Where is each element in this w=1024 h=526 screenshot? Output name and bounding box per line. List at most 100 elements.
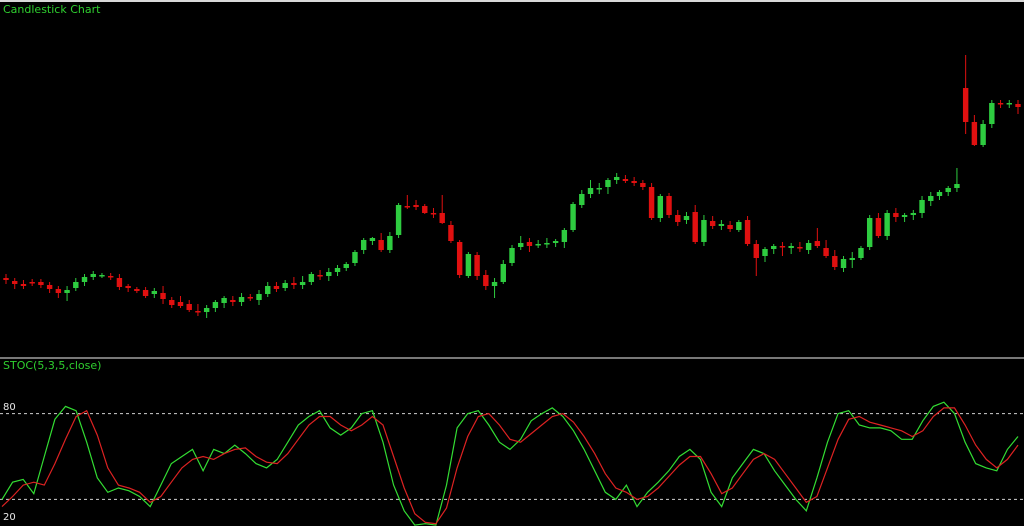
candle — [395, 203, 402, 238]
candle — [509, 245, 515, 266]
candle — [107, 273, 114, 280]
candle-body — [814, 241, 821, 246]
candle-body — [631, 181, 637, 183]
candle-body — [980, 124, 986, 145]
candle — [169, 297, 175, 308]
candle-body — [744, 220, 751, 244]
candle-body — [12, 281, 18, 284]
candle-body — [971, 122, 978, 145]
candle — [1006, 100, 1012, 108]
candle-body — [38, 282, 44, 285]
candle — [701, 215, 707, 246]
candle — [64, 286, 70, 301]
candle-body — [64, 290, 70, 293]
candle-body — [195, 311, 201, 313]
candle — [369, 237, 376, 245]
candle-body — [308, 274, 315, 282]
candle — [518, 236, 524, 250]
candle — [448, 221, 454, 243]
candle-body — [640, 183, 646, 187]
level-label-20: 20 — [3, 512, 16, 523]
candle-body — [395, 205, 402, 235]
candle — [151, 288, 158, 298]
candle-body — [579, 194, 585, 205]
candle — [73, 278, 79, 291]
candle — [989, 100, 995, 128]
candle-body — [526, 242, 533, 246]
candle — [195, 304, 201, 316]
candle — [1015, 100, 1021, 114]
candle — [46, 282, 53, 293]
candle — [570, 202, 576, 232]
candle-body — [962, 88, 969, 122]
candle — [788, 243, 794, 254]
candle — [291, 277, 297, 289]
candle — [203, 305, 210, 318]
candle — [648, 183, 655, 220]
stochastic-d-line — [1, 407, 1019, 525]
candle-body — [910, 213, 917, 215]
candle-body — [142, 290, 149, 296]
candle — [230, 296, 236, 306]
candle-body — [203, 308, 210, 312]
candle — [55, 286, 62, 298]
candle-body — [456, 242, 463, 275]
candle — [413, 200, 419, 210]
candle — [797, 242, 803, 252]
candle-body — [797, 247, 803, 249]
candle-body — [509, 248, 515, 263]
candle — [561, 228, 568, 248]
candle — [727, 221, 733, 232]
candle-body — [901, 215, 908, 217]
candle-body — [840, 259, 847, 268]
candle-body — [832, 256, 838, 267]
candle — [334, 265, 341, 276]
candle-body — [928, 196, 934, 201]
candle-body — [360, 240, 367, 250]
candle-body — [343, 264, 349, 268]
candle — [20, 280, 27, 289]
candle — [483, 270, 489, 290]
candle-body — [1006, 103, 1012, 105]
candle — [282, 280, 288, 291]
candle-body — [326, 272, 332, 276]
candle-body — [875, 218, 882, 236]
candle — [613, 173, 620, 184]
candle — [238, 293, 245, 306]
stochastic-levels — [0, 413, 1024, 500]
candle-body — [483, 275, 489, 286]
candle-body — [1015, 104, 1021, 107]
candle-body — [570, 204, 576, 230]
candle — [640, 180, 646, 190]
candle — [683, 212, 690, 224]
candle-body — [718, 224, 725, 226]
candle-body — [753, 244, 759, 258]
candle-body — [387, 236, 393, 250]
candle-body — [73, 282, 79, 288]
candle — [308, 272, 315, 285]
candle-body — [805, 243, 812, 250]
candle-body — [317, 275, 323, 277]
candle — [805, 240, 812, 254]
candle-body — [186, 304, 192, 310]
candle-body — [465, 254, 472, 276]
candlestick-series — [3, 55, 1021, 318]
candle — [343, 262, 349, 271]
candle-body — [81, 277, 88, 282]
candle — [12, 278, 18, 289]
candle-body — [613, 177, 620, 180]
candle — [439, 195, 445, 224]
candle — [832, 250, 838, 270]
candle-body — [116, 278, 123, 287]
candle — [387, 232, 393, 253]
candle-body — [683, 216, 690, 220]
candle — [675, 210, 681, 226]
candle — [866, 215, 873, 250]
candle — [605, 178, 611, 194]
candle-body — [99, 275, 105, 277]
candle-body — [997, 103, 1004, 105]
candle — [465, 252, 472, 278]
candle-body — [46, 285, 53, 289]
candle — [692, 205, 698, 244]
